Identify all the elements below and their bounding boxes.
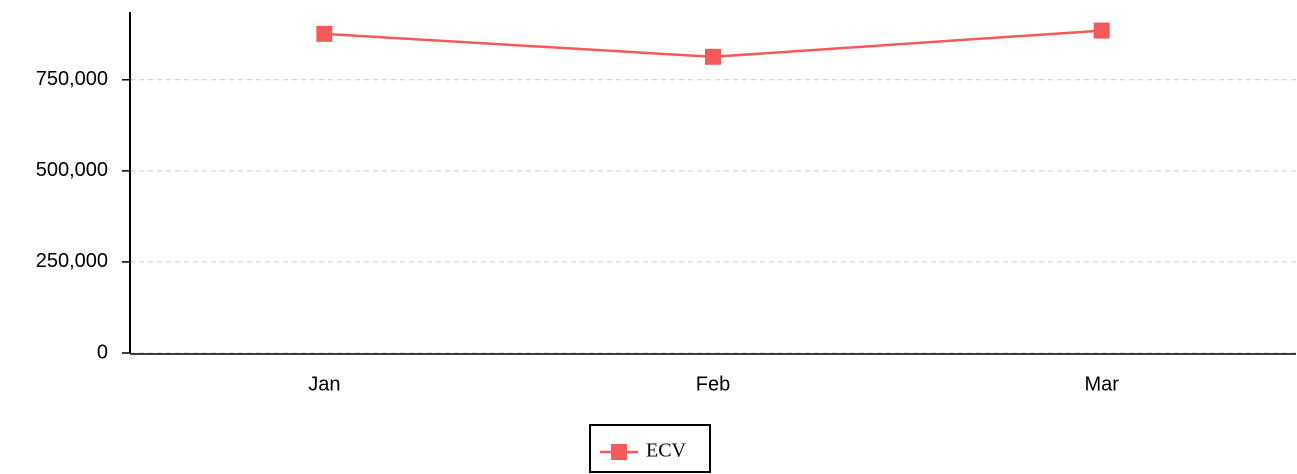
point bbox=[316, 25, 333, 42]
y-tick-label: 750,000 bbox=[36, 68, 108, 90]
legend-box bbox=[589, 424, 711, 473]
y-tick-label: 500,000 bbox=[36, 159, 108, 181]
legend-label: ECV bbox=[646, 440, 687, 462]
point bbox=[705, 48, 721, 65]
y-tick-label: 250,000 bbox=[36, 250, 108, 272]
point bbox=[1093, 22, 1110, 39]
legend-marker bbox=[611, 444, 627, 460]
x-tick-label: Mar bbox=[1084, 373, 1119, 395]
x-tick-label: Feb bbox=[696, 373, 730, 395]
x-tick-label: Jan bbox=[308, 373, 340, 395]
y-tick-label: 0 bbox=[97, 341, 108, 363]
